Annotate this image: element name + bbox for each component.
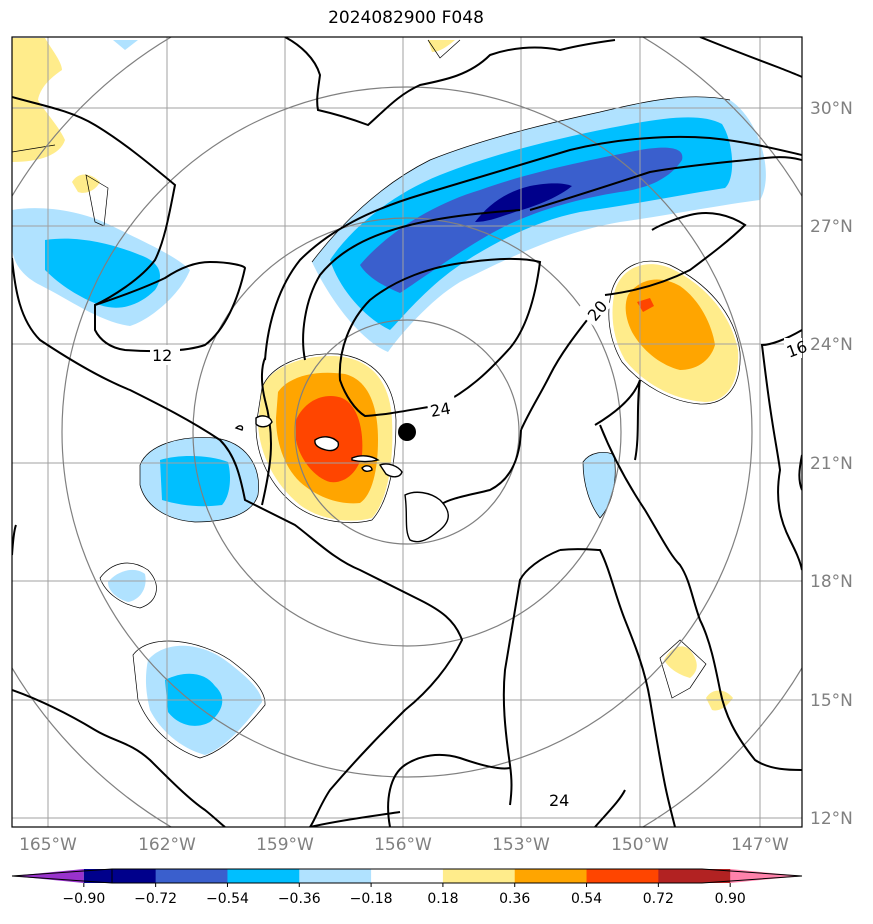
colorbar-segment [586, 869, 659, 883]
lat-tick-label: 27°N [810, 217, 853, 237]
colorbar-tick-label: −0.72 [134, 891, 177, 907]
colorbar-tick-label: −0.54 [206, 891, 249, 907]
storm-center-marker [398, 423, 416, 441]
colorbar-tick-label: −0.18 [350, 891, 393, 907]
colorbar-tick-label: 0.72 [643, 891, 674, 907]
colorbar-segment [442, 869, 516, 883]
colorbar-tick-label: −0.90 [62, 891, 105, 907]
lat-tick-label: 24°N [810, 335, 853, 355]
colorbar-segment [658, 869, 731, 883]
height-contours [12, 37, 802, 827]
lon-tick-label: 159°W [256, 835, 314, 855]
lon-tick-label: 162°W [138, 835, 196, 855]
range-rings [12, 37, 802, 827]
lon-tick-label: 153°W [492, 835, 550, 855]
lat-tick-label: 15°N [810, 691, 853, 711]
colorbar-segment [371, 869, 444, 883]
contour-label: 12 [152, 346, 172, 365]
colorbar-segment [83, 869, 157, 883]
lat-tick-label: 30°N [810, 99, 853, 119]
colorbar-segment [227, 869, 300, 883]
colorbar: −0.90 −0.72 −0.54 −0.36 −0.18 0.18 0.36 0.54 0.7… [11, 868, 803, 907]
contour-labels: 12 20 24 24 16 [150, 289, 810, 810]
colorbar-segment [730, 869, 802, 883]
colorbar-segment [514, 869, 588, 883]
colorbar-tick-label: 0.90 [715, 891, 746, 907]
lon-tick-label: 147°W [731, 835, 789, 855]
map-title: 2024082900 F048 [328, 8, 484, 28]
latitude-labels: 30°N 27°N 24°N 21°N 18°N 15°N 12°N [810, 99, 853, 829]
colorbar-tick-label: 0.36 [499, 891, 530, 907]
colorbar-segment [155, 869, 228, 883]
contour-label: 24 [549, 791, 569, 810]
contour-label: 24 [429, 399, 452, 421]
colorbar-segment [299, 869, 372, 883]
colorbar-tick-label: −0.36 [278, 891, 321, 907]
lon-tick-label: 156°W [374, 835, 432, 855]
lat-tick-label: 21°N [810, 454, 853, 474]
lat-tick-label: 12°N [810, 809, 853, 829]
lon-tick-label: 150°W [611, 835, 669, 855]
colorbar-segment [12, 869, 84, 883]
lon-tick-label: 165°W [19, 835, 77, 855]
hawaiian-islands [234, 415, 449, 543]
map-frame [11, 36, 803, 828]
lat-tick-label: 18°N [810, 572, 853, 592]
colorbar-tick-label: 0.18 [427, 891, 458, 907]
longitude-labels: 165°W 162°W 159°W 156°W 153°W 150°W 147°… [19, 835, 789, 855]
colorbar-tick-label: 0.54 [571, 891, 602, 907]
